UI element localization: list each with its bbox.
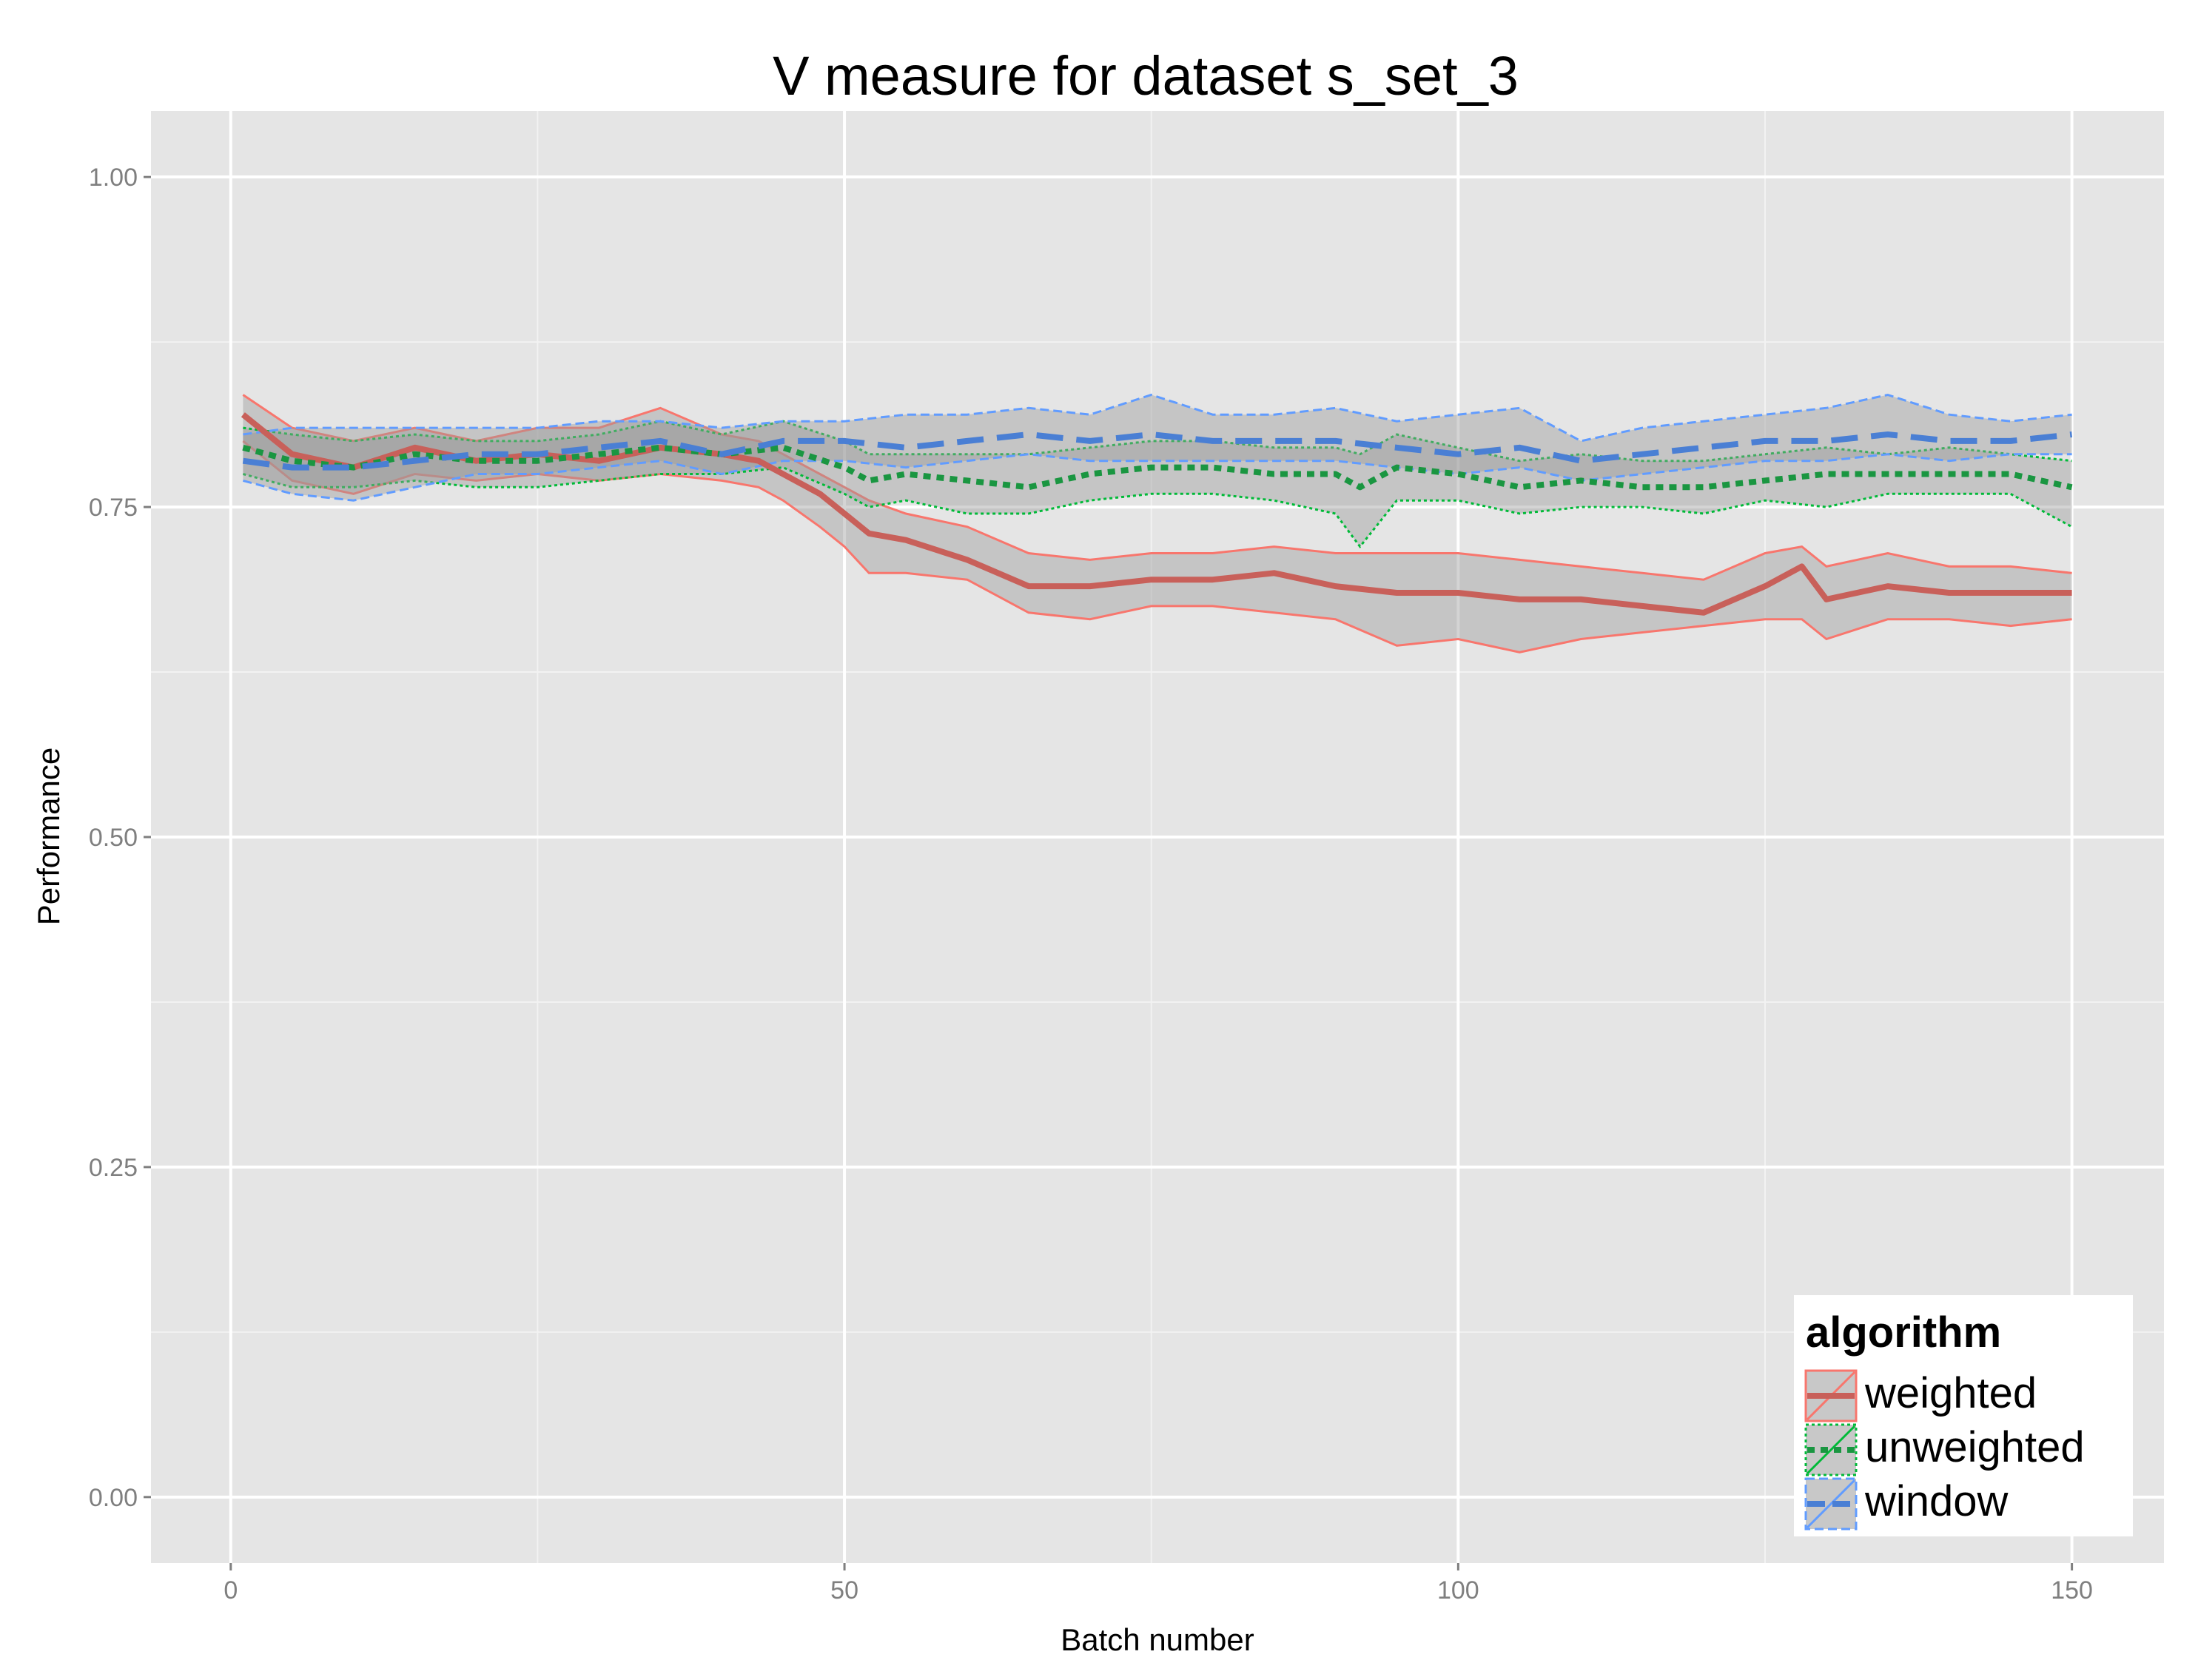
band-lower-unweighted — [243, 466, 2073, 549]
legend-diagonal-unweighted — [1806, 1425, 1856, 1475]
series-lines — [241, 412, 2073, 616]
legend-label-weighted: weighted — [1864, 1369, 2037, 1417]
legend-label-unweighted: unweighted — [1865, 1423, 2085, 1471]
x-tick-label: 100 — [1437, 1576, 1479, 1605]
series-line-window — [242, 431, 2073, 471]
legend-title: algorithm — [1806, 1308, 2001, 1357]
axes: 0 50 100 150 0.00 0.25 0.50 0.75 1.00 — [89, 164, 2093, 1605]
band-lower-weighted — [242, 440, 2072, 653]
y-tick-label: 0.75 — [89, 494, 138, 522]
legend-diagonal-window — [1806, 1479, 1856, 1529]
legend-keys: weighted unweighted window — [1804, 1369, 2085, 1531]
band-window — [243, 394, 2072, 501]
chart-title: V measure for dataset s_set_3 — [773, 45, 1519, 107]
series-line-unweighted — [242, 444, 2073, 491]
grid-lines — [151, 111, 2164, 1563]
legend-label-window: window — [1864, 1477, 2009, 1525]
band-upper-weighted — [242, 394, 2072, 581]
x-tick-label: 0 — [224, 1576, 238, 1605]
band-lower-window — [243, 453, 2072, 502]
legend: algorithm weighted unweighted window — [1794, 1295, 2133, 1536]
x-axis-label: Batch number — [1061, 1622, 1254, 1657]
y-tick-label: 0.25 — [89, 1154, 138, 1182]
x-tick-label: 150 — [2051, 1576, 2093, 1605]
y-tick-label: 0.50 — [89, 824, 138, 852]
x-tick-label: 50 — [830, 1576, 858, 1605]
y-axis-label: Performance — [31, 747, 66, 925]
y-tick-label: 0.00 — [89, 1484, 138, 1512]
band-weighted — [243, 394, 2072, 653]
y-tick-label: 1.00 — [89, 164, 138, 192]
band-upper-unweighted — [243, 420, 2072, 463]
band-upper-window — [243, 393, 2072, 443]
